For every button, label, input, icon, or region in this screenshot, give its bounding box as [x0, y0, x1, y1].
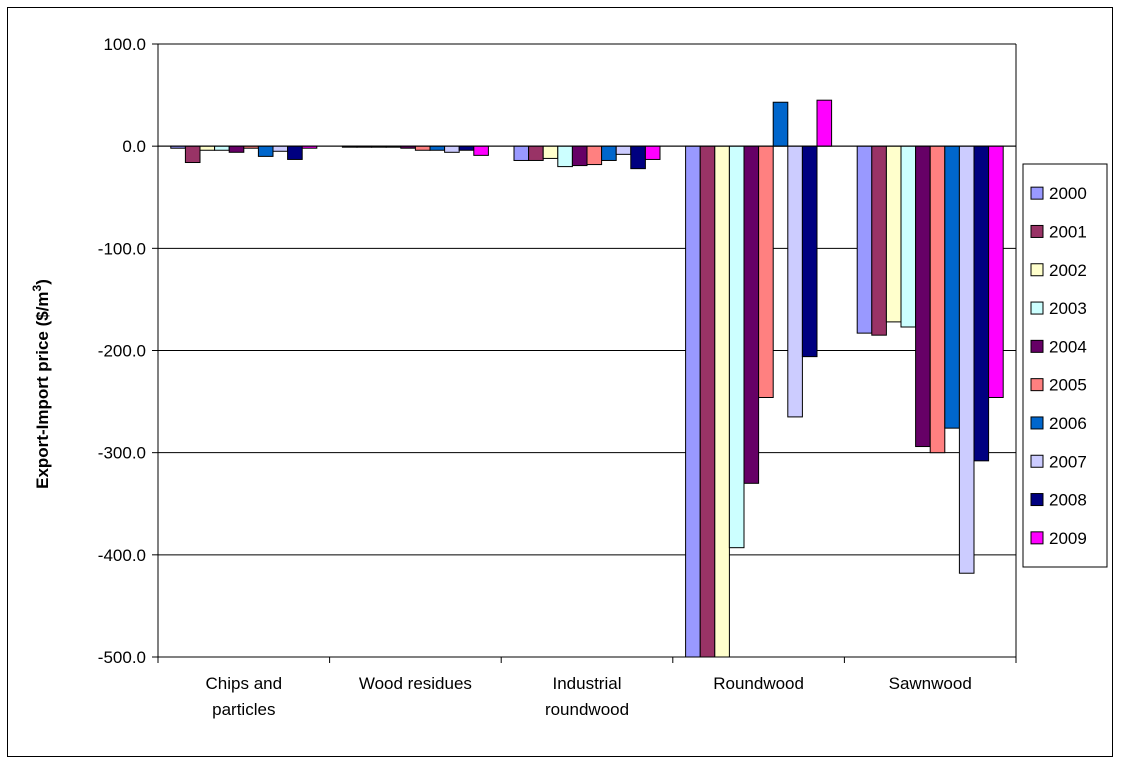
- legend-swatch-2002: [1030, 263, 1044, 277]
- bar-2002-4: [885, 145, 902, 323]
- bar-2001-0: [184, 145, 201, 164]
- bar-2004-4: [915, 145, 931, 448]
- category-label: Chips and particles: [206, 674, 283, 719]
- bar-2007-1: [444, 145, 460, 153]
- legend-label-2007: 2007: [1049, 452, 1087, 471]
- bar-2002-0: [199, 145, 216, 151]
- bar-2009-2: [644, 145, 661, 160]
- legend-label-2009: 2009: [1049, 529, 1087, 548]
- bar-2006-3: [772, 101, 789, 147]
- y-axis-tick-labels: 100.0 0.0 -100.0 -200.0 -300.0 -400.0 -500.0: [98, 35, 146, 667]
- legend-swatch-2000: [1030, 186, 1044, 200]
- bar-2009-1: [473, 145, 489, 156]
- y-tick-label: -400.0: [98, 546, 146, 565]
- y-tick-label: -100.0: [98, 239, 146, 258]
- axes: [157, 44, 1017, 663]
- bar-2001-4: [871, 145, 887, 336]
- bar-2005-2: [586, 145, 603, 166]
- legend-label-2000: 2000: [1049, 184, 1087, 203]
- legend-swatch-2001: [1030, 224, 1044, 238]
- bar-2008-4: [973, 145, 990, 462]
- bar-2009-4: [988, 145, 1004, 398]
- legend-swatch-2007: [1030, 454, 1044, 468]
- bar-2006-2: [601, 145, 617, 161]
- bar-2003-0: [214, 145, 230, 151]
- y-axis-label: Export-Import price ($/m3): [30, 279, 52, 489]
- bar-2008-2: [630, 145, 646, 170]
- category-label: Sawnwood: [889, 674, 972, 693]
- bar-2004-2: [571, 145, 588, 167]
- bar-2007-4: [958, 145, 975, 574]
- legend-swatch-2006: [1030, 416, 1044, 430]
- bar-2002-2: [542, 145, 559, 159]
- y-tick-label: -300.0: [98, 444, 146, 463]
- bar-2003-2: [557, 145, 573, 168]
- legend-label-2004: 2004: [1049, 337, 1087, 356]
- legend-label-2001: 2001: [1049, 222, 1087, 241]
- gridlines: [152, 43, 1016, 658]
- bar-2008-3: [801, 145, 818, 358]
- bar-2003-3: [728, 145, 745, 549]
- chart-frame: 100.0 0.0 -100.0 -200.0 -300.0 -400.0 -500.0 C…: [7, 7, 1113, 757]
- legend-swatch-2009: [1030, 531, 1044, 545]
- bar-2009-3: [816, 99, 833, 147]
- legend-label-2003: 2003: [1049, 299, 1087, 318]
- bar-2001-2: [528, 145, 544, 161]
- category-labels: Chips and particles Wood residues Industria…: [206, 674, 972, 719]
- bar-2007-2: [615, 145, 632, 155]
- bar-2003-4: [900, 145, 917, 328]
- bar-2000-3: [685, 145, 701, 658]
- category-label: Roundwood: [713, 674, 804, 693]
- category-label: Wood residues: [359, 674, 472, 693]
- bar-2005-1: [414, 145, 431, 151]
- bar-chart: 100.0 0.0 -100.0 -200.0 -300.0 -400.0 -500.0 C…: [30, 35, 1108, 719]
- legend-label-2008: 2008: [1049, 491, 1087, 510]
- bar-2008-0: [287, 145, 303, 160]
- bar-2000-2: [513, 145, 530, 161]
- bar-2007-3: [787, 145, 803, 418]
- bar-2000-4: [856, 145, 873, 334]
- legend-label-2002: 2002: [1049, 261, 1087, 280]
- y-tick-label: -500.0: [98, 648, 146, 667]
- bar-2005-3: [758, 145, 774, 398]
- legend-swatch-2005: [1030, 378, 1044, 392]
- legend-swatch-2003: [1030, 301, 1044, 315]
- y-axis-label-superscript: 3: [30, 284, 44, 291]
- bar-2005-4: [929, 145, 946, 454]
- y-tick-label: 0.0: [122, 137, 146, 156]
- bar-2008-1: [458, 145, 475, 151]
- bar-2006-1: [429, 145, 446, 151]
- legend-swatch-2004: [1030, 339, 1044, 353]
- legend-swatch-2008: [1030, 493, 1044, 507]
- bar-2004-3: [743, 145, 760, 484]
- y-tick-label: 100.0: [103, 35, 146, 54]
- legend-label-2006: 2006: [1049, 414, 1087, 433]
- legend: 2000 2001 2002 2003 2004 2005 2006 2007 2008 2009: [1022, 163, 1108, 568]
- bar-2006-0: [257, 145, 274, 157]
- bar-2006-4: [944, 145, 960, 429]
- legend-label-2005: 2005: [1049, 376, 1087, 395]
- bars: [170, 99, 1004, 658]
- category-label: Industrial roundwood: [545, 674, 629, 719]
- bar-2002-3: [714, 145, 730, 658]
- bar-2001-3: [699, 145, 716, 658]
- y-tick-label: -200.0: [98, 342, 146, 361]
- bar-2007-0: [272, 145, 289, 152]
- bar-2004-0: [228, 145, 245, 153]
